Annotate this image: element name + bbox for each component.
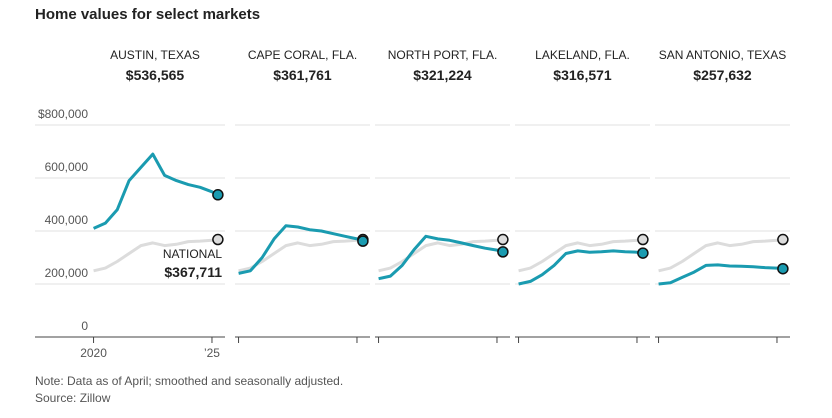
line [658, 263, 784, 286]
panel-value: $257,632 [693, 67, 752, 83]
market-end-dot [497, 246, 509, 258]
line [658, 238, 784, 273]
line [238, 224, 364, 275]
y-tick-label: 600,000 [45, 160, 89, 174]
market-end-dot [637, 247, 649, 259]
national-end-dot [637, 233, 649, 246]
panel-name: AUSTIN, TEXAS [110, 48, 200, 62]
panel-value: $316,571 [553, 67, 612, 83]
panel-value: $536,565 [126, 67, 185, 83]
market-end-dot [212, 189, 224, 201]
line [238, 238, 364, 273]
panel-value: $321,224 [413, 67, 472, 83]
x-tick-label: ’25 [204, 346, 220, 360]
note: Note: Data as of April; smoothed and sea… [35, 374, 343, 388]
panel-name: LAKELAND, FLA. [535, 48, 630, 62]
y-tick-label: 0 [81, 319, 88, 333]
line [518, 238, 644, 273]
line [378, 234, 504, 281]
source: Source: Zillow [35, 391, 111, 405]
national-value: $367,711 [164, 264, 222, 280]
market-end-dot [357, 235, 369, 247]
line [93, 238, 219, 273]
y-tick-label: 400,000 [45, 213, 89, 227]
y-tick-label: 200,000 [45, 266, 89, 280]
national-end-dot [777, 233, 789, 246]
market-end-dot [777, 262, 789, 275]
national-end-dot [212, 233, 224, 246]
panel-name: SAN ANTONIO, TEXAS [659, 48, 787, 62]
line [378, 238, 504, 273]
national-end-dot [497, 233, 509, 246]
y-tick-label: $800,000 [38, 107, 88, 121]
panel-name: CAPE CORAL, FLA. [248, 48, 357, 62]
x-tick-label: 2020 [80, 346, 107, 360]
line [92, 152, 219, 230]
chart-title: Home values for select markets [35, 6, 260, 23]
panel-value: $361,761 [273, 67, 332, 83]
line [518, 249, 644, 286]
national-name: NATIONAL [163, 247, 222, 261]
panel-name: NORTH PORT, FLA. [388, 48, 498, 62]
